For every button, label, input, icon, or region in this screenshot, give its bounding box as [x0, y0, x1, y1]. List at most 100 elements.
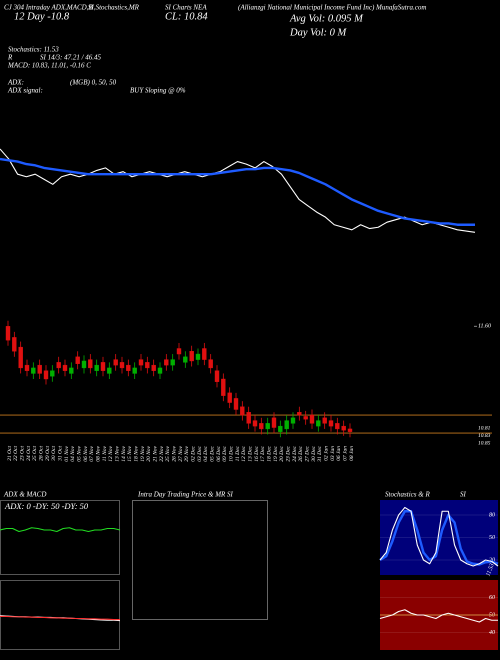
x-tick-label: 28 Oct	[38, 446, 44, 461]
x-tick-label: 24 Dec	[291, 445, 298, 461]
stat-text: MACD: 10.83, 11.01, -0.16 C	[7, 62, 91, 70]
x-tick-label: 20 Dec	[279, 445, 285, 461]
x-tick-label: 29 Oct	[45, 446, 51, 461]
x-tick-label: 17 Dec	[260, 445, 266, 461]
x-tick-label: 05 Dec	[209, 445, 215, 461]
candle-body	[252, 420, 258, 427]
candle-body	[227, 392, 232, 403]
y-tick-label: 40	[489, 629, 495, 636]
x-tick-label: 07 Nov	[89, 445, 95, 461]
series-line	[0, 527, 121, 533]
x-tick-label: 04 Nov	[69, 445, 76, 461]
candle-body	[284, 420, 289, 430]
stat-text: BUY Sloping @ 0%	[130, 87, 186, 95]
x-tick-label: 24 Oct	[25, 446, 32, 461]
x-tick-label: 19 Dec	[273, 445, 279, 461]
panel-title: ADX & MACD	[3, 491, 46, 499]
x-tick-label: 06 Jan	[336, 446, 342, 461]
x-tick-label: 02 Jan	[323, 446, 329, 461]
candle-body	[88, 359, 93, 369]
candle-body	[31, 367, 36, 374]
x-tick-label: 22 Nov	[159, 445, 165, 461]
header-text: CJ 304 Intraday ADX,MACD,B	[4, 4, 93, 12]
candle-body	[119, 362, 125, 369]
x-tick-label: 31 Oct	[57, 446, 63, 462]
candle-body	[271, 417, 277, 428]
candle-body	[278, 425, 283, 432]
x-tick-label: 16 Dec	[254, 445, 260, 461]
y-tick-label: 11.60	[478, 324, 491, 330]
candle-body	[12, 337, 17, 352]
stat-text: ADX:	[7, 79, 24, 87]
candle-body	[56, 362, 61, 369]
x-tick-label: 15 Nov	[127, 445, 133, 461]
candle-body	[347, 428, 353, 432]
x-tick-label: 23 Dec	[285, 445, 291, 461]
x-tick-label: 02 Dec	[190, 445, 196, 461]
x-tick-label: 06 Dec	[216, 445, 222, 461]
panel-title: Intra Day Trading Price & MR SI	[137, 491, 234, 499]
x-tick-label: 06 Nov	[83, 445, 89, 461]
x-tick-label: 11 Dec	[235, 445, 241, 461]
x-tick-label: 27 Dec	[304, 445, 310, 461]
series-line	[379, 506, 499, 567]
candle-body	[202, 348, 207, 360]
x-tick-label: 09 Dec	[222, 445, 228, 461]
header-text: 12 Day -10.8	[14, 11, 70, 22]
x-tick-label: 05 Nov	[76, 445, 82, 461]
candle-body	[69, 367, 74, 374]
y-tick-label: 80	[489, 512, 495, 518]
panel-frame	[0, 500, 120, 575]
x-tick-label: 31 Dec	[317, 445, 323, 462]
x-tick-label: 19 Nov	[140, 445, 146, 461]
candle-body	[309, 414, 315, 424]
x-tick-label: 13 Dec	[247, 445, 253, 461]
y-tick-label: 50	[489, 535, 495, 541]
candle-body	[5, 326, 11, 341]
stat-text: SI 14/3: 47.21 / 46.45	[40, 54, 102, 62]
x-tick-label: 18 Nov	[133, 445, 139, 461]
panel-annotation: ADX: 0 -DY: 50 -DY: 50	[4, 501, 89, 511]
candle-body	[259, 423, 264, 430]
header-text: SI,Stochastics,MR	[88, 4, 140, 12]
x-tick-label: 11 Nov	[102, 445, 108, 461]
candle-body	[113, 359, 118, 366]
x-tick-label: 12 Nov	[108, 445, 114, 461]
x-tick-label: 13 Nov	[114, 445, 120, 461]
x-tick-label: 29 Nov	[184, 445, 190, 461]
x-tick-label: 27 Nov	[178, 445, 184, 461]
x-tick-label: 01 Nov	[64, 445, 70, 461]
x-tick-label: 12 Dec	[241, 445, 247, 461]
x-tick-label: 07 Jan	[342, 446, 348, 461]
candle-body	[43, 370, 49, 380]
candle-body	[50, 370, 55, 377]
candle-body	[151, 364, 156, 371]
candle-body	[328, 420, 334, 427]
candle-body	[107, 367, 112, 374]
candle-body	[322, 417, 327, 424]
candle-body	[24, 364, 30, 371]
x-tick-label: 03 Jan	[330, 446, 336, 461]
candle-body	[246, 412, 251, 424]
x-tick-label: 18 Dec	[266, 445, 272, 461]
x-tick-label: 25 Nov	[165, 445, 171, 461]
candle-body	[240, 406, 245, 416]
x-tick-label: 21 Nov	[152, 445, 158, 461]
x-tick-label: 10 Dec	[228, 445, 234, 461]
y-tick-label: 60	[489, 595, 495, 601]
x-tick-label: 20 Nov	[146, 445, 152, 461]
candle-body	[145, 362, 150, 369]
header-text: (Allianzgi National Municipal Income Fun…	[238, 4, 426, 12]
x-tick-label: 23 Oct	[19, 446, 25, 461]
x-tick-label: 22 Oct	[13, 446, 19, 461]
candle-body	[132, 367, 137, 374]
candle-body	[214, 370, 220, 382]
candle-body	[316, 420, 321, 427]
avg-volume: Avg Vol: 0.095 M	[289, 13, 364, 24]
candle-body	[221, 378, 226, 396]
series-line	[379, 609, 498, 623]
day-volume: Day Vol: 0 M	[289, 27, 348, 38]
candle-body	[335, 423, 340, 430]
